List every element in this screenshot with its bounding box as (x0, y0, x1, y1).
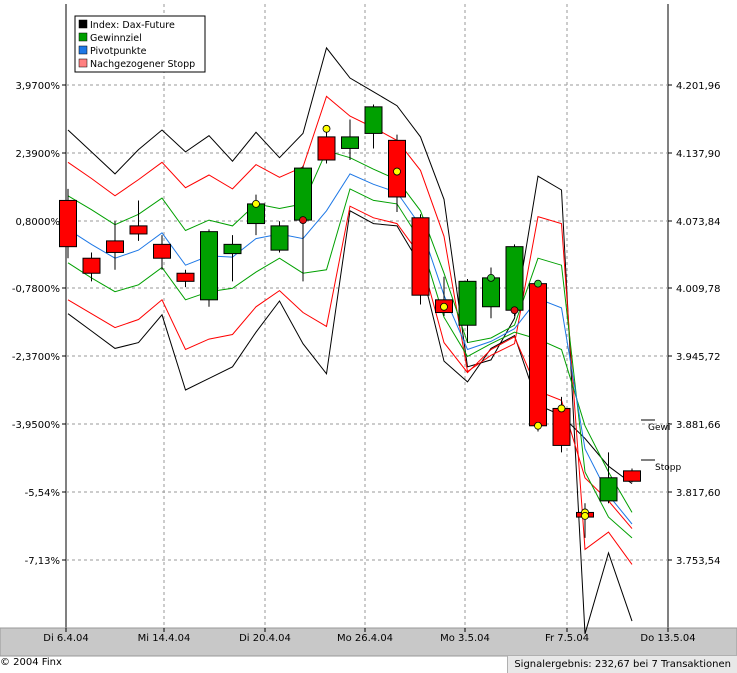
copyright-text: © 2004 Finx (0, 657, 62, 668)
candle-body (411, 217, 430, 296)
candle-body (458, 280, 477, 326)
legend-box (74, 15, 206, 73)
right-tick-label: 4.009,78 (676, 284, 721, 295)
signal-marker (581, 512, 589, 520)
candle-body (82, 257, 101, 274)
candle-body (223, 243, 242, 255)
signal-marker (252, 200, 260, 208)
legend-swatch (78, 58, 88, 68)
candle-body (200, 231, 218, 301)
right-tick-label: 4.073,84 (676, 217, 721, 228)
right-tick-label: 3.753,54 (676, 556, 721, 567)
legend-label: Gewinnziel (90, 33, 142, 44)
candle-body (552, 407, 571, 446)
candle-body (317, 136, 336, 161)
signal-marker (510, 306, 519, 315)
left-tick-label: -7,13% (25, 556, 60, 567)
left-tick-label: -3,9500% (12, 420, 60, 431)
candle-body (106, 240, 124, 253)
legend-label: Index: Dax-Future (90, 20, 175, 31)
signal-marker (393, 167, 401, 176)
candle-body (270, 225, 289, 251)
candle-body (482, 277, 500, 308)
candle-body (599, 477, 618, 502)
x-tick-label: Fr 7.5.04 (545, 633, 589, 644)
right-tick-label: 3.945,72 (676, 352, 721, 363)
signal-result-status: Signalergebnis: 232,67 bei 7 Transaktion… (507, 655, 737, 673)
candle-body (364, 106, 383, 134)
x-tick-label: Do 13.5.04 (640, 633, 695, 644)
left-tick-label: 2,3900% (16, 149, 61, 160)
left-tick-label: -5,54% (25, 488, 60, 499)
left-tick-label: 3,9700% (16, 81, 61, 92)
legend-swatch (78, 45, 88, 55)
left-tick-label: -2,3700% (12, 352, 60, 363)
signal-marker (534, 279, 542, 288)
left-tick-label: -0,7800% (12, 284, 60, 295)
x-tick-label: Mo 26.4.04 (337, 633, 393, 644)
series-line (67, 46, 633, 634)
series-line (67, 95, 633, 565)
candle-body (59, 199, 77, 248)
x-axis-band (0, 627, 737, 657)
end-label-stopp: Stopp (655, 463, 681, 473)
legend-label: Nachgezogener Stopp (90, 59, 195, 70)
candle-body (341, 136, 359, 149)
x-tick-label: Di 6.4.04 (43, 633, 88, 644)
signal-marker (534, 421, 542, 430)
candle-body (129, 225, 148, 235)
candle-body (294, 167, 312, 221)
legend-swatch (78, 32, 88, 42)
x-tick-label: Mi 14.4.04 (138, 633, 191, 644)
candle-body (623, 470, 641, 482)
plot-area (66, 4, 668, 628)
signal-marker (299, 216, 307, 224)
x-tick-label: Di 20.4.04 (239, 633, 291, 644)
candle-body (176, 272, 195, 282)
right-tick-label: 4.201,96 (676, 81, 721, 92)
right-tick-label: 3.817,60 (676, 488, 721, 499)
legend-label: Pivotpunkte (90, 46, 147, 57)
candle-body (505, 246, 524, 311)
right-tick-label: 4.137,90 (676, 149, 721, 160)
signal-marker (440, 302, 448, 311)
left-tick-label: 0,8000% (16, 217, 61, 228)
signal-marker (487, 273, 495, 282)
signal-marker (557, 404, 566, 413)
candle-body (529, 283, 547, 427)
end-label-gewinnziel: Gewi (648, 423, 670, 433)
signal-marker (322, 124, 331, 133)
legend-swatch (78, 19, 88, 29)
candle-body (153, 243, 171, 259)
x-tick-label: Mo 3.5.04 (440, 633, 490, 644)
right-tick-label: 3.881,66 (676, 420, 721, 431)
